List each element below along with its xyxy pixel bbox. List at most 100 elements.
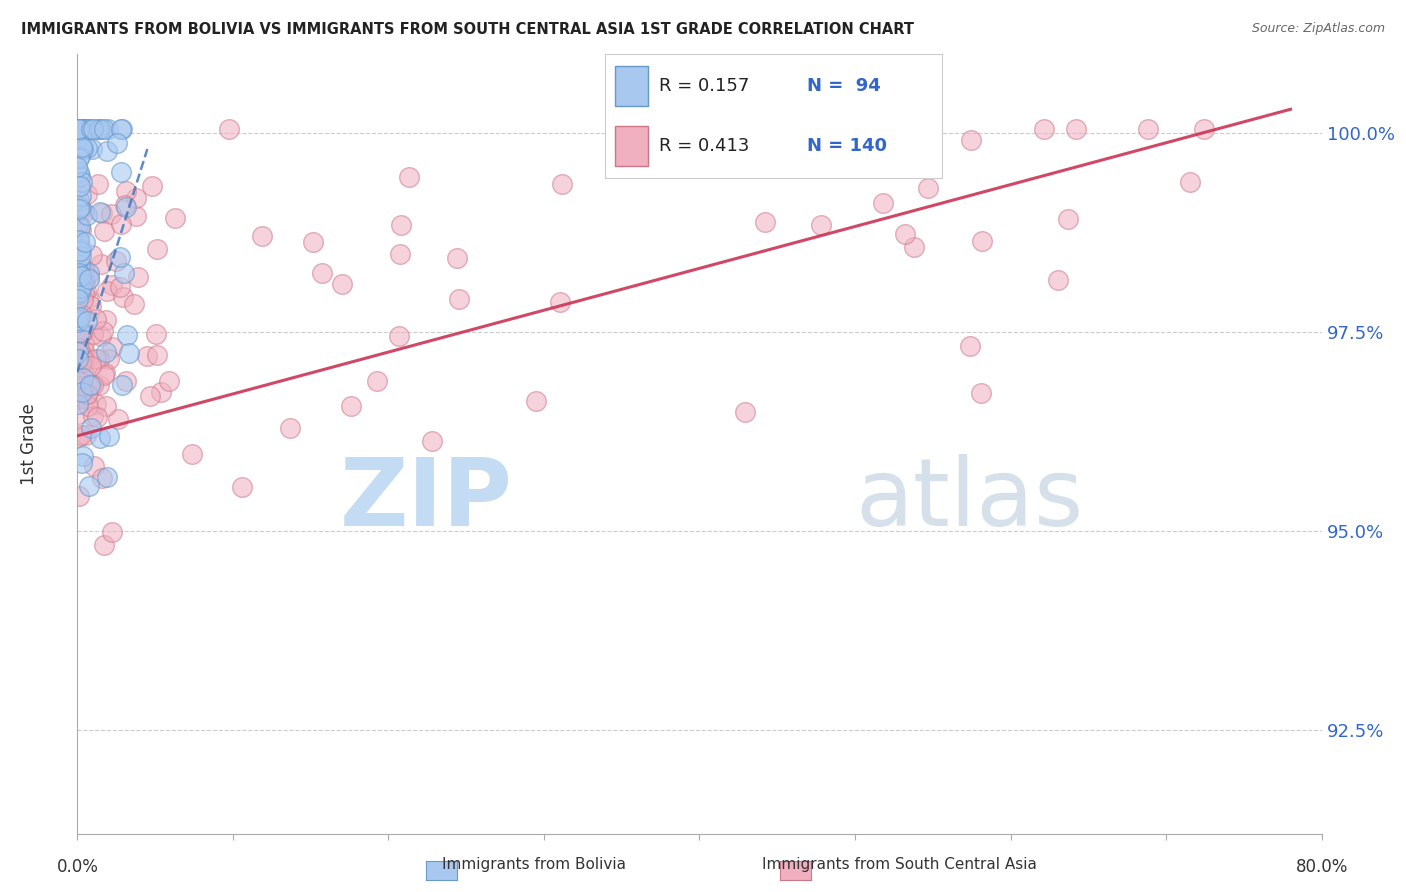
Point [231,480,253,494]
Point [73,335,96,350]
Point [89,431,111,445]
Point [446,251,468,265]
Point [420,434,443,449]
Point [73,122,96,136]
Point [69,325,91,339]
Point [101,277,124,292]
Point [252,228,274,243]
Point [67,169,90,184]
Point [69,264,91,278]
Point [111,122,134,136]
Point [107,412,129,426]
Point [69,189,91,203]
Point [84,397,107,411]
Point [89,257,111,271]
Point [67,266,90,280]
Point [70,242,93,256]
Point [76,141,98,155]
Point [79,479,101,493]
Point [76,428,98,442]
Point [734,405,756,419]
Point [1047,273,1070,287]
Point [69,310,91,324]
Point [70,223,93,237]
Point [76,351,98,366]
Point [69,342,91,356]
Point [77,400,100,414]
Point [98,429,121,443]
Point [218,122,240,136]
Point [114,184,136,198]
Point [100,207,122,221]
Point [69,427,91,442]
Point [67,490,90,504]
Point [80,122,103,136]
Point [111,290,134,304]
Point [69,270,91,285]
Point [758,122,780,136]
Point [96,144,118,158]
Point [302,235,325,249]
Point [67,312,90,326]
Point [72,276,94,290]
Text: R = 0.413: R = 0.413 [658,137,749,155]
Point [84,351,107,366]
Point [82,326,104,341]
Point [70,122,93,136]
Point [72,308,94,322]
Point [917,181,939,195]
Point [90,470,112,484]
Point [96,313,118,327]
Point [70,249,93,263]
Point [66,160,89,174]
Point [69,122,91,136]
Point [69,268,91,283]
Point [145,327,167,342]
Point [76,187,98,202]
Point [70,281,93,295]
Point [69,258,91,272]
Point [972,234,994,248]
Point [105,136,128,151]
Point [67,122,90,136]
Point [72,122,94,136]
Text: Immigrants from Bolivia: Immigrants from Bolivia [443,857,626,872]
Point [69,285,91,299]
Point [1180,175,1202,189]
Point [89,378,111,392]
Point [70,456,93,470]
Point [73,122,96,136]
Text: atlas: atlas [855,453,1083,546]
Point [69,122,91,136]
Point [112,266,135,280]
Point [551,177,574,191]
Point [67,234,90,248]
Point [398,169,420,184]
Point [139,389,162,403]
Point [73,343,96,358]
Point [69,138,91,153]
Point [69,354,91,368]
Point [105,254,128,268]
Point [66,275,89,289]
Text: Immigrants from South Central Asia: Immigrants from South Central Asia [762,857,1038,872]
Point [93,122,115,136]
Point [69,122,91,136]
Point [1137,122,1160,136]
Point [66,122,89,136]
Point [67,165,90,179]
Point [73,392,96,406]
Point [82,377,104,392]
Point [1064,122,1087,136]
Point [72,142,94,156]
Text: R = 0.157: R = 0.157 [658,77,749,95]
Point [93,224,115,238]
Point [280,420,302,434]
Point [388,247,411,261]
Point [894,227,917,241]
Point [75,285,97,299]
Point [67,122,90,136]
Point [66,407,89,421]
Point [135,349,157,363]
Text: 1st Grade: 1st Grade [21,403,38,484]
